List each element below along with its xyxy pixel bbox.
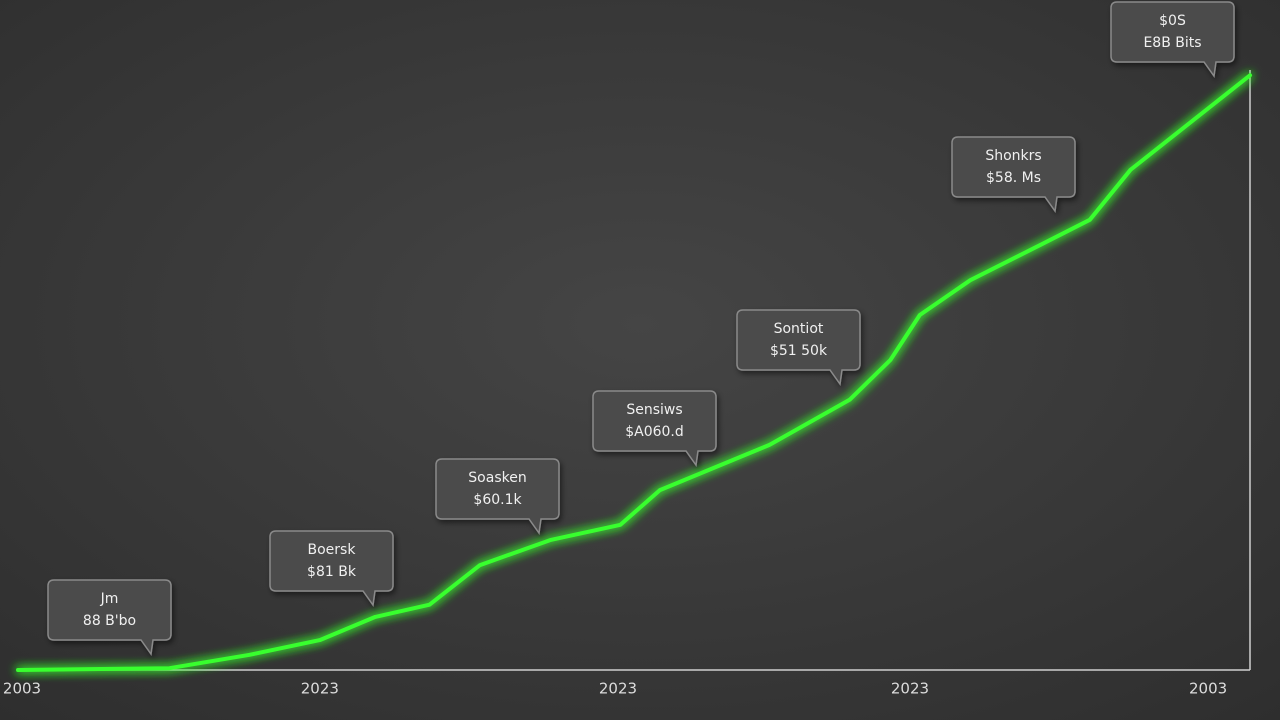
callout-text: Soasken <box>468 470 526 486</box>
callout: Sensiws $A060.d <box>592 390 717 467</box>
callout-text: $58. Ms <box>986 170 1041 186</box>
x-tick-label: 2023 <box>301 680 339 698</box>
callout-box <box>1110 1 1235 78</box>
callout-text: Sensiws <box>626 402 682 418</box>
callout-text: $51 50k <box>770 343 828 359</box>
x-tick-label: 2023 <box>891 680 929 698</box>
callout-text: Jm <box>100 591 119 607</box>
x-tick-label: 2003 <box>1189 680 1227 698</box>
callout-box <box>435 458 560 535</box>
callout-text: E8B Bits <box>1143 35 1201 51</box>
x-tick-label: 2003 <box>3 680 41 698</box>
callout-box <box>592 390 717 467</box>
callout: Sontiot $51 50k <box>736 309 861 386</box>
callout-text: $60.1k <box>473 492 522 508</box>
callout: Jm 88 B'bo <box>47 579 172 656</box>
callout-text: $0S <box>1159 13 1186 29</box>
callout-box <box>47 579 172 656</box>
callout-text: 88 B'bo <box>83 613 136 629</box>
callout: Soasken $60.1k <box>435 458 560 535</box>
callout-box <box>951 136 1076 213</box>
callout-box <box>736 309 861 386</box>
callout-text: Shonkrs <box>985 148 1041 164</box>
callout-text: $81 Bk <box>307 564 357 580</box>
callout-box <box>269 530 394 607</box>
line <box>16 73 1252 672</box>
x-tick-label: 2023 <box>599 680 637 698</box>
callout-text: $A060.d <box>625 424 684 440</box>
callout-text: Boersk <box>308 542 357 558</box>
callout-text: Sontiot <box>774 321 824 337</box>
callout: Shonkrs $58. Ms <box>951 136 1076 213</box>
callout: $0S E8B Bits <box>1110 1 1235 78</box>
callout: Boersk $81 Bk <box>269 530 394 607</box>
